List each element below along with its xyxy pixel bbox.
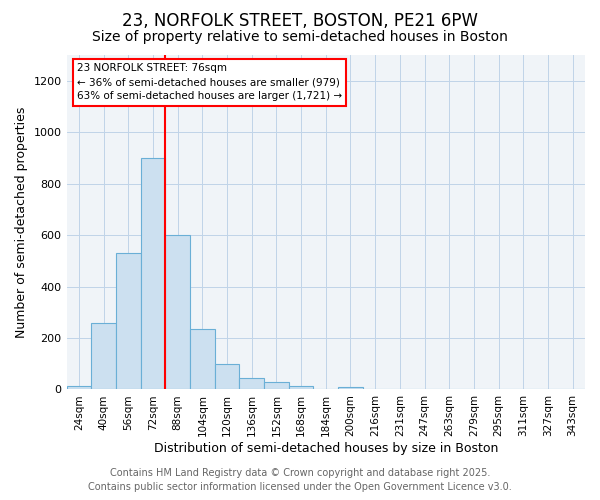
Text: 23 NORFOLK STREET: 76sqm
← 36% of semi-detached houses are smaller (979)
63% of : 23 NORFOLK STREET: 76sqm ← 36% of semi-d…: [77, 64, 342, 102]
Bar: [165, 235, 190, 390]
Bar: [91, 322, 116, 390]
Bar: [239, 378, 264, 390]
Bar: [116, 253, 140, 390]
Bar: [67, 386, 91, 390]
Text: 23, NORFOLK STREET, BOSTON, PE21 6PW: 23, NORFOLK STREET, BOSTON, PE21 6PW: [122, 12, 478, 30]
Bar: [215, 364, 239, 390]
Bar: [264, 382, 289, 390]
Text: Size of property relative to semi-detached houses in Boston: Size of property relative to semi-detach…: [92, 30, 508, 44]
Y-axis label: Number of semi-detached properties: Number of semi-detached properties: [15, 106, 28, 338]
X-axis label: Distribution of semi-detached houses by size in Boston: Distribution of semi-detached houses by …: [154, 442, 498, 455]
Bar: [338, 387, 363, 390]
Text: Contains HM Land Registry data © Crown copyright and database right 2025.
Contai: Contains HM Land Registry data © Crown c…: [88, 468, 512, 492]
Bar: [289, 386, 313, 390]
Bar: [140, 158, 165, 390]
Bar: [190, 329, 215, 390]
